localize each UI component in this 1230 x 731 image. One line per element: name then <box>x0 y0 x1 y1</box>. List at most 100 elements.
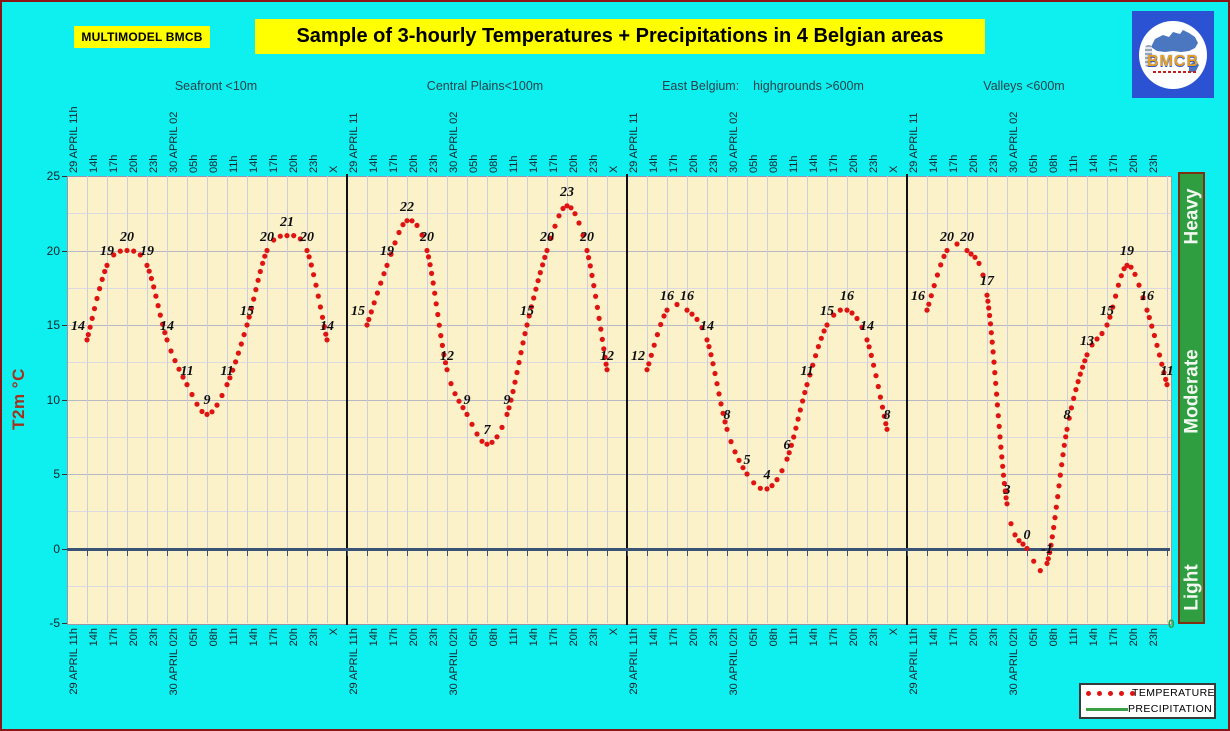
red-dots-icon <box>1084 690 1135 696</box>
x-tick-label: 20h <box>288 628 300 647</box>
x-tick-label: 05h <box>1028 154 1040 173</box>
x-tick-label: 14h <box>1088 154 1100 173</box>
temp-value-label: 14 <box>160 318 174 334</box>
x-tick-label: 23h <box>868 628 880 647</box>
temp-value-label: 14 <box>71 318 85 334</box>
zero-line-tick <box>707 550 708 556</box>
logo-subtitle-line <box>1153 70 1197 73</box>
x-tick-label: 08h <box>488 154 500 173</box>
h-gridline <box>68 325 1171 326</box>
temp-value-label: -1 <box>1041 542 1053 558</box>
legend-temperature-row: TEMPERATURE <box>1084 686 1215 700</box>
temp-value-label: 12 <box>600 348 614 364</box>
zero-line <box>67 547 1170 551</box>
v-gridline <box>267 176 268 623</box>
zero-line-tick <box>467 550 468 556</box>
x-tick-label: 23h <box>588 154 600 173</box>
v-gridline <box>387 176 388 623</box>
x-tick-label: X <box>328 165 340 173</box>
v-gridline <box>887 176 888 623</box>
y-axis-title: T2m °C <box>9 368 28 430</box>
x-tick-label: X <box>888 628 900 636</box>
zero-line-tick <box>87 550 88 556</box>
panel-title: Valleys <600m <box>983 79 1065 93</box>
x-tick-label: 30 APRIL 02h <box>1008 628 1020 696</box>
v-gridline <box>1007 176 1008 623</box>
x-tick-label: 29 APRIL 11 <box>348 112 360 173</box>
x-tick-label: 30 APRIL 02h <box>168 628 180 696</box>
zero-line-tick <box>807 550 808 556</box>
x-tick-label: 05h <box>748 628 760 647</box>
temp-value-label: 11 <box>220 363 234 379</box>
x-tick-label: 17h <box>828 628 840 647</box>
legend: TEMPERATURE PRECIPITATION <box>1079 683 1216 719</box>
v-gridline <box>567 176 568 623</box>
temp-value-label: 15 <box>520 304 534 319</box>
temp-value-label: 17 <box>980 274 994 290</box>
v-gridline <box>327 176 328 623</box>
x-tick-label: 30 APRIL 02h <box>728 628 740 696</box>
v-gridline <box>927 176 928 623</box>
zero-line-tick <box>867 550 868 556</box>
zero-line-tick <box>487 550 488 556</box>
temp-value-label: 19 <box>100 244 114 260</box>
x-tick-label: 20h <box>968 154 980 173</box>
x-tick-label: 11h <box>508 628 520 646</box>
temp-value-label: 15 <box>1100 304 1114 319</box>
x-tick-label: 23h <box>708 628 720 647</box>
v-gridline <box>87 176 88 623</box>
h-gridline <box>68 287 1171 289</box>
temp-value-label: 15 <box>351 304 365 319</box>
x-tick-label: 11h <box>1068 628 1080 646</box>
x-tick-label: 20h <box>568 628 580 647</box>
x-tick-label: 17h <box>268 628 280 647</box>
v-gridline <box>827 176 828 623</box>
x-tick-label: 14h <box>928 154 940 173</box>
zero-line-tick <box>627 550 628 556</box>
v-gridline <box>1167 176 1168 623</box>
v-gridline <box>427 176 428 623</box>
temp-value-label: 7 <box>483 423 491 439</box>
y-tick-mark <box>62 250 67 252</box>
temp-value-label: 13 <box>1080 333 1094 349</box>
legend-precipitation-row: PRECIPITATION <box>1084 702 1212 716</box>
temp-value-label: 4 <box>763 467 771 483</box>
x-tick-label: 20h <box>1128 628 1140 647</box>
temp-value-label: 14 <box>860 318 874 334</box>
x-tick-label: 14h <box>248 628 260 647</box>
y-tick-mark <box>62 176 67 177</box>
x-tick-label: 23h <box>428 154 440 173</box>
zero-line-tick <box>1087 550 1088 556</box>
zero-line-tick <box>267 550 268 556</box>
v-gridline <box>847 176 848 623</box>
zero-line-tick <box>407 550 408 556</box>
logo-label: BMCB <box>1147 52 1199 70</box>
x-tick-label: 23h <box>1148 154 1160 173</box>
temp-value-label: 11 <box>180 363 194 379</box>
v-gridline <box>967 176 968 623</box>
y-tick-label: 10 <box>46 392 60 407</box>
temp-value-label: 6 <box>783 438 791 454</box>
x-tick-label: 17h <box>668 628 680 647</box>
temp-value-label: 19 <box>380 244 394 260</box>
zero-line-tick <box>427 550 428 556</box>
zero-line-tick <box>787 550 788 556</box>
x-tick-label: 08h <box>208 154 220 173</box>
temp-value-label: 8 <box>723 408 731 424</box>
temp-value-label: 8 <box>883 408 891 424</box>
x-tick-label: 17h <box>108 628 120 647</box>
zero-line-tick <box>1067 550 1068 556</box>
x-tick-label: 11h <box>508 155 520 173</box>
temp-value-label: 9 <box>503 393 511 409</box>
temp-value-label: 12 <box>440 348 454 364</box>
x-tick-label: 14h <box>648 154 660 173</box>
x-tick-label: 23h <box>308 154 320 173</box>
x-tick-label: 23h <box>708 154 720 173</box>
zero-line-tick <box>507 550 508 556</box>
x-tick-label: 17h <box>548 628 560 647</box>
temp-value-label: 22 <box>400 199 414 215</box>
x-tick-label: X <box>328 628 340 636</box>
legend-temperature-label: TEMPERATURE <box>1132 687 1215 699</box>
zero-line-tick <box>607 550 608 556</box>
x-tick-label: 17h <box>548 154 560 173</box>
